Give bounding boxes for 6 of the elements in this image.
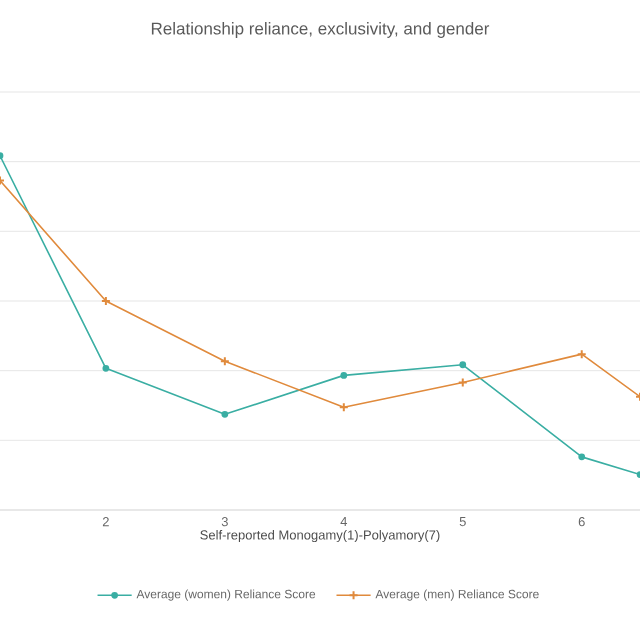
point [340, 371, 348, 379]
point [578, 453, 586, 461]
point [221, 410, 229, 418]
point [459, 361, 467, 369]
chart-title: Relationship reliance, exclusivity, and gender [151, 22, 490, 38]
point [102, 364, 110, 372]
